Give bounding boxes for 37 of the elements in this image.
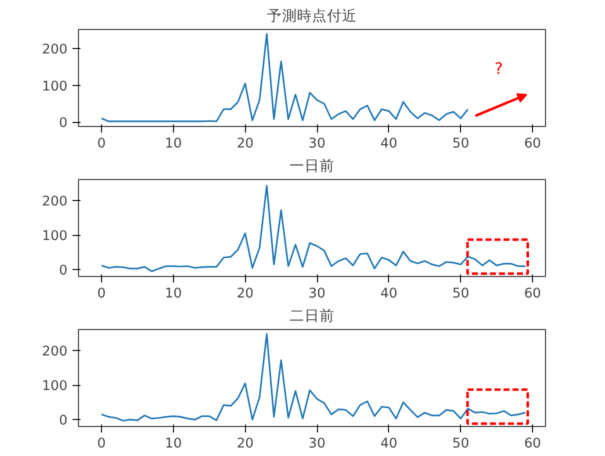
line-series (100, 184, 526, 272)
x-tick-label: 50 (452, 436, 470, 452)
x-tick-label: 30 (308, 436, 326, 452)
x-tick-label: 40 (380, 286, 398, 302)
annotation: ? (494, 59, 504, 78)
x-tick-label: 40 (380, 136, 398, 152)
y-tick-label: 0 (59, 414, 68, 429)
x-tick-label: 60 (524, 136, 542, 152)
chart-title: 予測時点付近 (267, 8, 357, 24)
y-tick-label: 200 (42, 344, 68, 360)
line-series (100, 333, 526, 422)
y-tick-label: 200 (42, 194, 68, 210)
x-tick-label: 10 (164, 286, 182, 302)
chart-title: 二日前 (290, 308, 334, 324)
x-tick-label: 0 (97, 136, 106, 152)
line-series (100, 33, 469, 122)
y-tick-label: 0 (59, 264, 68, 279)
x-tick-label: 10 (164, 436, 182, 452)
x-tick-label: 30 (308, 286, 326, 302)
chart-title: 一日前 (290, 158, 334, 174)
x-tick-label: 50 (452, 286, 470, 302)
x-tick-label: 10 (164, 136, 182, 152)
y-tick-label: 100 (42, 229, 68, 244)
x-tick-label: 20 (236, 436, 254, 452)
x-tick-label: 60 (524, 286, 542, 302)
x-tick-label: 40 (380, 436, 398, 452)
y-tick-label: 200 (42, 42, 68, 58)
x-tick-label: 60 (524, 436, 542, 452)
x-tick-label: 50 (452, 136, 470, 152)
y-tick-label: 0 (59, 116, 68, 132)
x-tick-label: 0 (97, 286, 106, 302)
x-tick-label: 20 (236, 286, 254, 302)
x-tick-label: 20 (236, 136, 254, 152)
y-tick-label: 100 (42, 379, 68, 394)
x-tick-label: 30 (308, 136, 326, 152)
y-tick-label: 100 (42, 79, 68, 94)
x-tick-label: 0 (97, 436, 106, 452)
